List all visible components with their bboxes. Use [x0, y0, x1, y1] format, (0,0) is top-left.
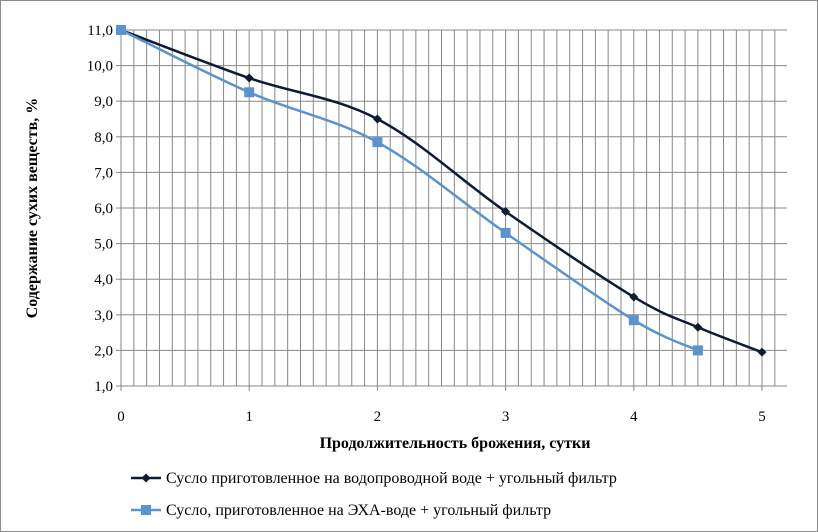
y-tick-label: 7,0: [94, 165, 113, 181]
grid: [121, 29, 787, 387]
y-tick-label: 8,0: [94, 130, 113, 146]
data-point-diamond: [757, 347, 767, 357]
legend-item-series-1: Сусло приготовленное на водопроводной во…: [131, 470, 617, 487]
series-line: [120, 28, 699, 352]
x-tick-label: 4: [630, 409, 638, 425]
y-tick-label: 2,0: [94, 343, 113, 359]
tick-labels: 1,0 2,0 3,0 4,0 5,0 6,0 7,0 8,0 9,0 10,0 11,0 0 1 2 3 4…: [87, 23, 766, 425]
legend: Сусло приготовленное на водопроводной во…: [131, 470, 617, 519]
x-tick-label: 0: [117, 409, 125, 425]
legend-item-series-2: Сусло, приготовленное на ЭХА-воде + угол…: [131, 502, 551, 519]
data-point-diamond: [244, 73, 254, 83]
data-point-diamond: [501, 207, 511, 217]
legend-marker-diamond: [141, 473, 151, 483]
y-tick-label: 4,0: [94, 272, 113, 288]
data-point-diamond: [693, 322, 703, 332]
series-2: [116, 25, 703, 356]
legend-marker-square: [141, 505, 151, 515]
x-tick-label: 5: [758, 409, 766, 425]
x-tick-label: 2: [374, 409, 382, 425]
legend-label-series-2: Сусло, приготовленное на ЭХА-воде + угол…: [166, 502, 551, 519]
y-axis-title: Содержание сухих веществ, %: [24, 98, 41, 319]
x-tick-label: 1: [245, 409, 253, 425]
y-tick-label: 1,0: [94, 379, 113, 395]
y-tick-label: 11,0: [87, 23, 113, 39]
data-point-diamond: [372, 114, 382, 124]
y-tick-label: 10,0: [87, 59, 113, 75]
x-axis-title: Продолжительность брожения, сутки: [320, 435, 591, 452]
data-point-square: [244, 87, 255, 98]
x-tick-label: 3: [502, 409, 510, 425]
data-point-square: [500, 227, 511, 238]
data-point-diamond: [629, 292, 639, 302]
y-tick-label: 3,0: [94, 308, 113, 324]
legend-label-series-1: Сусло приготовленное на водопроводной во…: [166, 470, 617, 487]
data-point-square: [628, 315, 639, 326]
data-point-square: [116, 25, 126, 35]
axes: [116, 29, 787, 391]
data-point-square: [692, 345, 703, 356]
series-group: [116, 25, 767, 357]
data-point-square: [372, 137, 383, 148]
y-tick-label: 6,0: [94, 201, 113, 217]
y-tick-label: 5,0: [94, 237, 113, 253]
y-tick-label: 9,0: [94, 94, 113, 110]
